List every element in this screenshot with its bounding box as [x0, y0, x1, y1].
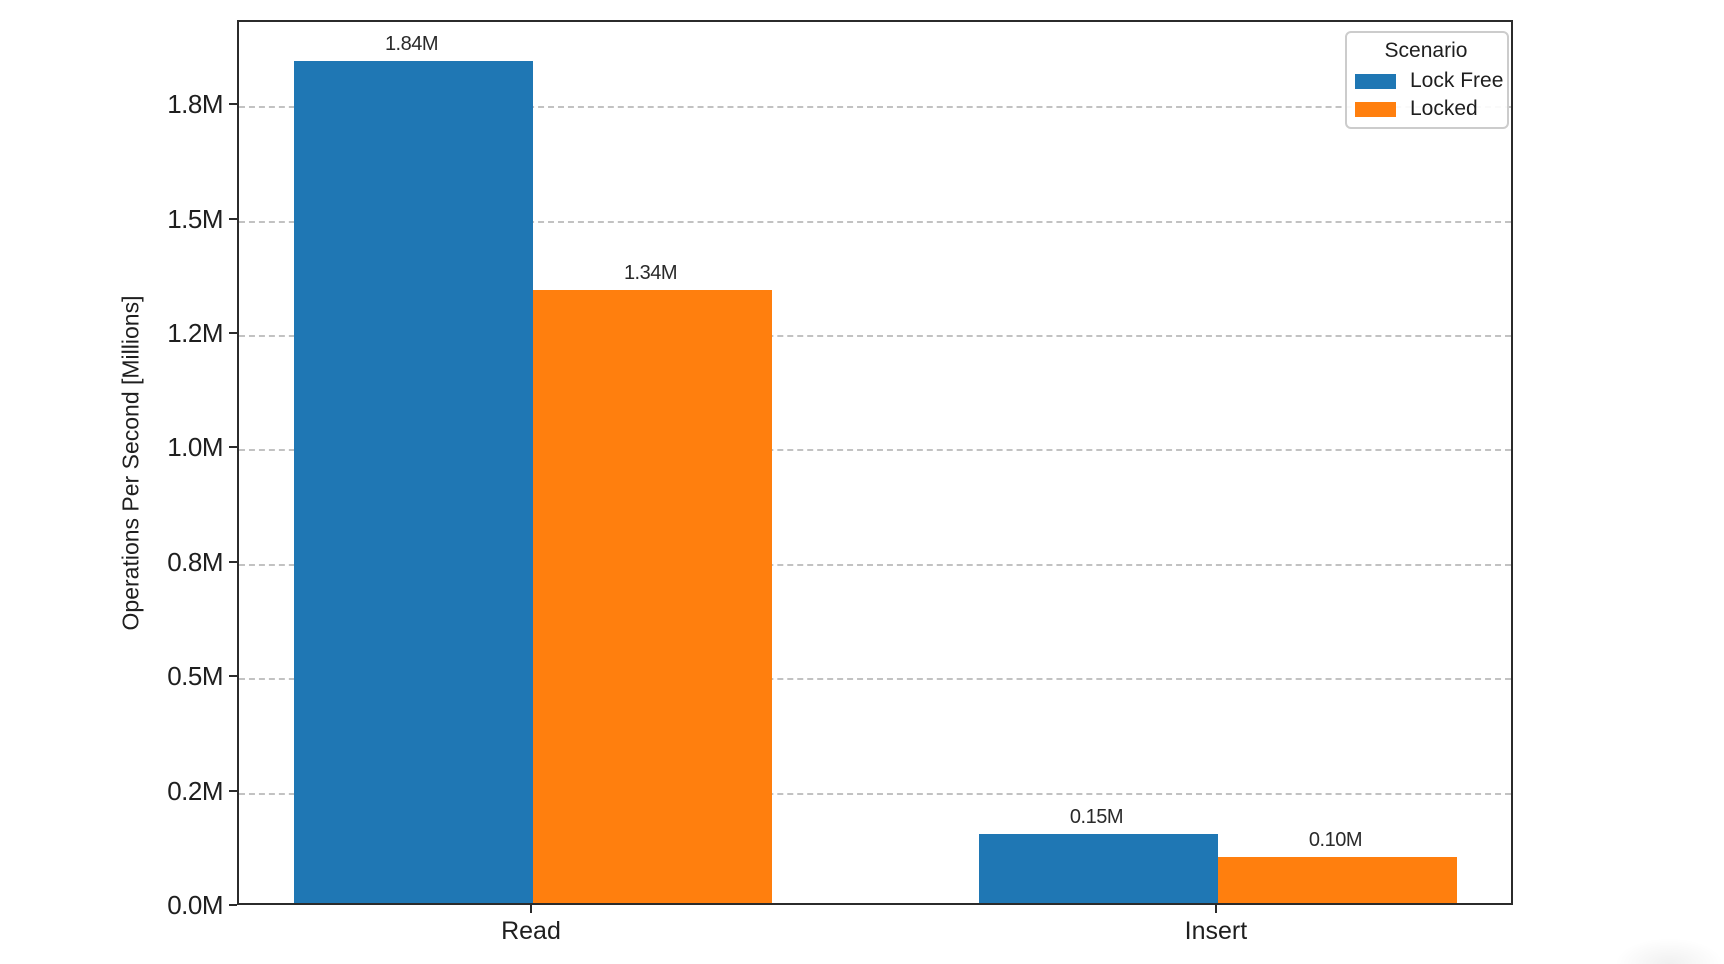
x-tick-mark [1214, 905, 1217, 913]
gridline-0.8M [239, 563, 1511, 566]
y-tick-label: 0.5M [167, 661, 223, 692]
bar-value-label: 0.15M [1069, 806, 1124, 829]
bar-read-locked [532, 289, 772, 903]
gridline-0.2M [239, 792, 1511, 795]
y-tick-mark [229, 446, 237, 449]
bar-read-lock-free [293, 61, 533, 903]
legend-title: Scenario [1384, 39, 1468, 62]
y-tick-label: 1.8M [167, 89, 223, 120]
bar-value-label: 1.34M [623, 261, 678, 284]
gridline-1.0M [239, 449, 1511, 452]
y-tick-label: 1.0M [167, 432, 223, 463]
y-tick-mark [229, 217, 237, 220]
page-corner-artifact [1614, 938, 1724, 964]
y-tick-mark [229, 904, 237, 906]
legend-entry-locked: Locked [1355, 97, 1497, 121]
gridline-1.5M [239, 220, 1511, 223]
lock-free-swatch-icon [1355, 73, 1396, 89]
y-tick-mark [229, 560, 237, 563]
y-tick-mark [229, 789, 237, 792]
y-tick-label: 0.8M [167, 546, 223, 577]
legend-entry-label: Locked [1410, 97, 1478, 120]
bar-insert-lock-free [978, 834, 1218, 903]
y-tick-label: 1.2M [167, 317, 223, 348]
y-tick-label: 0.2M [167, 775, 223, 806]
legend: Scenario Lock Free Locked [1345, 31, 1509, 129]
y-tick-mark [229, 675, 237, 678]
plot-area [237, 20, 1513, 905]
legend-entry-lock-free: Lock Free [1355, 69, 1503, 93]
bar-value-label: 1.84M [384, 33, 439, 55]
y-tick-label: 1.5M [167, 203, 223, 234]
y-tick-mark [229, 331, 237, 334]
bar-value-label: 0.10M [1308, 829, 1363, 852]
y-tick-mark [229, 103, 237, 106]
legend-entry-label: Lock Free [1410, 69, 1504, 92]
x-tick-mark [529, 905, 532, 913]
gridline-1.2M [239, 334, 1511, 337]
x-category-label-read: Read [501, 917, 561, 945]
bar-insert-locked [1217, 857, 1457, 903]
y-tick-label: 0.0M [167, 890, 223, 920]
locked-swatch-icon [1355, 101, 1396, 117]
gridline-1.8M [239, 106, 1511, 109]
x-category-label-insert: Insert [1184, 917, 1248, 945]
gridline-0.5M [239, 678, 1511, 681]
